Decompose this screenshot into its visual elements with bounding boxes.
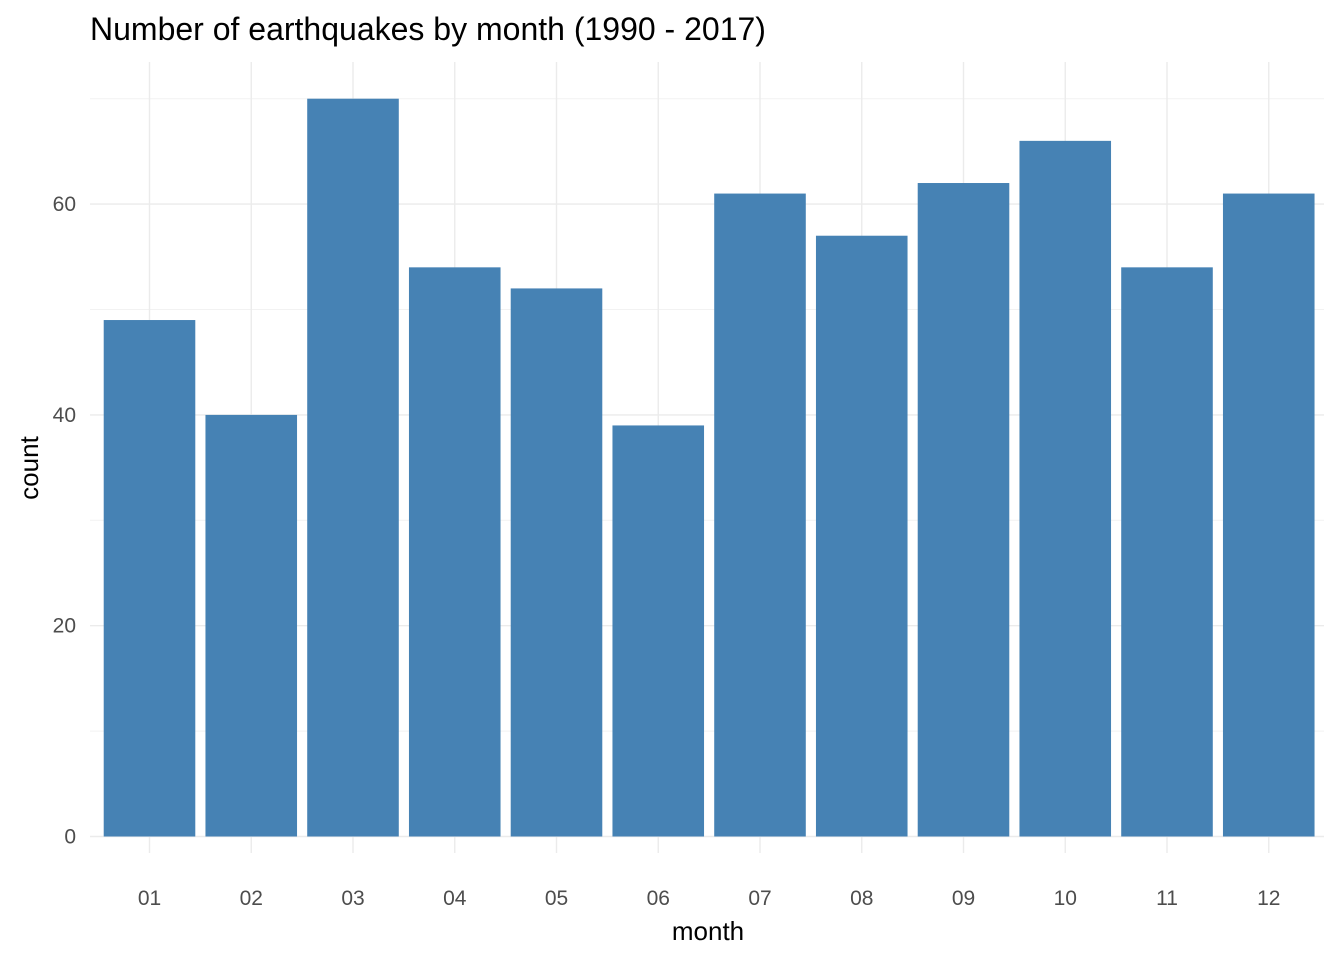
chart-title: Number of earthquakes by month (1990 - 2…: [90, 11, 766, 47]
x-tick-label: 12: [1257, 887, 1280, 910]
x-tick-label: 07: [748, 887, 771, 910]
y-tick-label: 60: [53, 193, 76, 216]
x-tick-label: 04: [443, 887, 467, 910]
x-axis-title: month: [672, 916, 744, 946]
x-tick-label: 09: [952, 887, 975, 910]
bar-03: [307, 98, 399, 837]
y-tick-label: 0: [64, 826, 76, 849]
bar-08: [815, 235, 908, 837]
bar-05: [510, 288, 603, 837]
bar-06: [612, 425, 705, 837]
bar-02: [205, 414, 298, 837]
x-tick-label: 02: [240, 887, 263, 910]
bar-10: [1019, 140, 1112, 837]
bar-07: [714, 193, 806, 837]
x-tick-label: 08: [850, 887, 873, 910]
bar-04: [408, 267, 501, 837]
bar-01: [103, 320, 196, 837]
y-axis-title: count: [14, 435, 44, 499]
x-tick-label: 01: [138, 887, 161, 910]
bar-09: [917, 183, 1010, 837]
x-tick-label: 05: [545, 887, 568, 910]
x-tick-label: 11: [1156, 887, 1178, 910]
bars: [103, 98, 1315, 837]
x-tick-label: 03: [341, 887, 364, 910]
x-axis-ticks: 01 02 03 04 05 06 07 08 09 10 11 12: [138, 887, 1281, 910]
x-tick-label: 10: [1054, 887, 1077, 910]
x-tick-label: 06: [647, 887, 670, 910]
y-tick-label: 40: [53, 404, 76, 427]
y-axis-ticks: 0 20 40 60: [53, 193, 76, 848]
bar-12: [1222, 193, 1315, 837]
bar-11: [1121, 267, 1213, 837]
y-tick-label: 20: [53, 615, 76, 638]
